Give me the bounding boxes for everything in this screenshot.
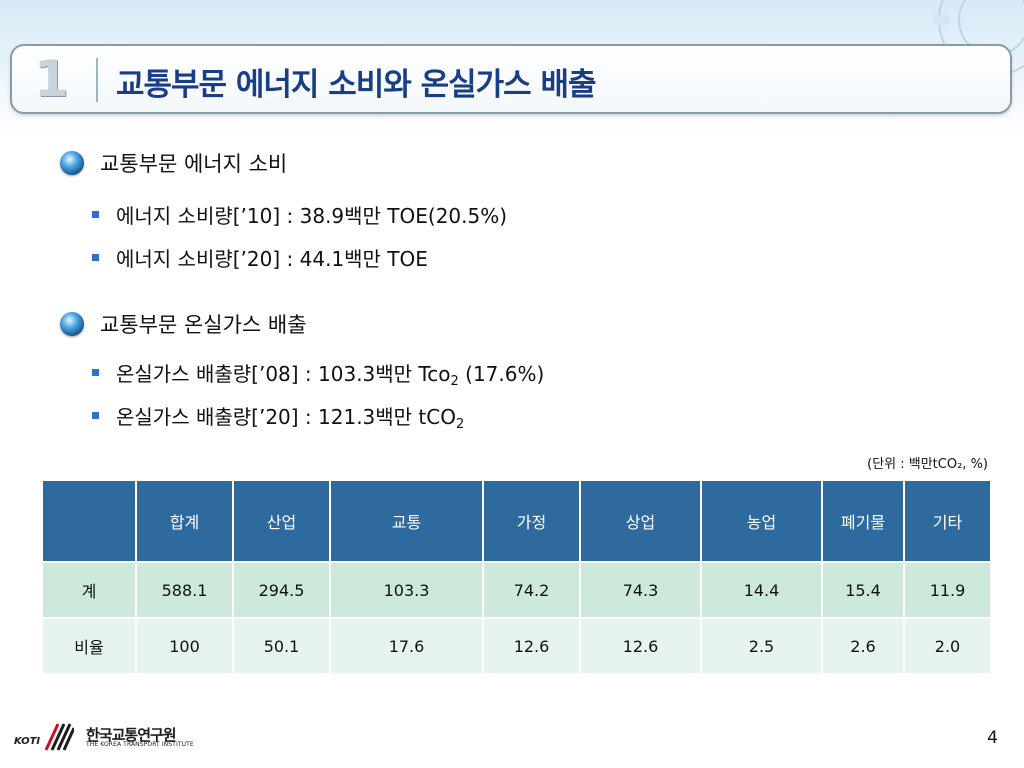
page-number: 4 [987, 728, 998, 748]
list-item-text: 에너지 소비량[’10] : 38.9백만 TOE(20.5%) [116, 204, 508, 228]
table-header-cell: 합계 [135, 479, 234, 563]
table-header-row: 합계 산업 교통 가정 상업 농업 폐기물 기타 [41, 479, 992, 563]
square-bullet-icon [92, 369, 99, 376]
title-bar: 1 교통부문 에너지 소비와 온실가스 배출 [10, 44, 1012, 114]
title-number: 1 [34, 50, 69, 108]
emissions-table: 합계 산업 교통 가정 상업 농업 폐기물 기타 계 588.1 294.5 1… [41, 479, 992, 675]
list-item: 에너지 소비량[’20] : 44.1백만 TOE [92, 243, 428, 272]
list-item: 온실가스 배출량[’08] : 103.3백만 Tco2 (17.6%) [92, 358, 544, 389]
list-item-text: 온실가스 배출량[’08] : 103.3백만 Tco [116, 362, 451, 386]
table-header-cell: 폐기물 [821, 479, 905, 563]
table-row: 비율 100 50.1 17.6 12.6 12.6 2.5 2.6 2.0 [41, 617, 992, 675]
table-header-cell: 농업 [700, 479, 823, 563]
table-cell: 12.6 [482, 617, 581, 675]
table-cell: 계 [41, 561, 137, 619]
table-cell: 74.2 [482, 561, 581, 619]
table-header-cell [41, 479, 137, 563]
logo-english-name: THE KOREA TRANSPORT INSTITUTE [86, 741, 194, 748]
square-bullet-icon [92, 254, 99, 261]
subscript: 2 [456, 417, 465, 432]
table-cell: 100 [135, 617, 234, 675]
list-item-text: 온실가스 배출량[’20] : 121.3백만 tCO [116, 405, 456, 429]
section-heading-emissions: 교통부문 온실가스 배출 [60, 309, 307, 339]
section-heading-text: 교통부문 에너지 소비 [100, 152, 288, 176]
square-bullet-icon [92, 412, 99, 419]
list-item-text: 에너지 소비량[’20] : 44.1백만 TOE [116, 247, 428, 271]
logo-korean-name: 한국교통연구원 [86, 726, 177, 744]
table-cell: 2.6 [821, 617, 905, 675]
list-item-suffix: (17.6%) [458, 362, 545, 386]
unit-note: (단위 : 백만tCO₂, %) [867, 457, 988, 472]
table-cell: 2.5 [700, 617, 823, 675]
table-header-cell: 상업 [579, 479, 702, 563]
table-cell: 비율 [41, 617, 137, 675]
table-cell: 14.4 [700, 561, 823, 619]
table-cell: 15.4 [821, 561, 905, 619]
list-item: 온실가스 배출량[’20] : 121.3백만 tCO2 [92, 401, 464, 432]
sphere-bullet-icon [60, 312, 84, 336]
table-header-cell: 기타 [903, 479, 992, 563]
table-cell: 588.1 [135, 561, 234, 619]
table-cell: 2.0 [903, 617, 992, 675]
table-cell: 294.5 [232, 561, 331, 619]
square-bullet-icon [92, 211, 99, 218]
sphere-bullet-icon [60, 151, 84, 175]
page-title: 교통부문 에너지 소비와 온실가스 배출 [116, 67, 596, 103]
subscript: 2 [450, 374, 459, 389]
table-row: 계 588.1 294.5 103.3 74.2 74.3 14.4 15.4 … [41, 561, 992, 619]
section-heading-text: 교통부문 온실가스 배출 [100, 313, 307, 337]
table-header-cell: 교통 [329, 479, 484, 563]
section-heading-energy: 교통부문 에너지 소비 [60, 148, 287, 178]
table-cell: 74.3 [579, 561, 702, 619]
logo-abbreviation: KOTI [14, 736, 41, 747]
table-header-cell: 산업 [232, 479, 331, 563]
logo-stripes-icon [44, 723, 74, 751]
list-item: 에너지 소비량[’10] : 38.9백만 TOE(20.5%) [92, 200, 507, 229]
title-separator [96, 58, 98, 102]
table-cell: 50.1 [232, 617, 331, 675]
koti-logo: KOTI 한국교통연구원 THE KOREA TRANSPORT INSTITU… [14, 722, 194, 752]
table-cell: 17.6 [329, 617, 484, 675]
table-cell: 12.6 [579, 617, 702, 675]
table-cell: 103.3 [329, 561, 484, 619]
table-header-cell: 가정 [482, 479, 581, 563]
table-cell: 11.9 [903, 561, 992, 619]
